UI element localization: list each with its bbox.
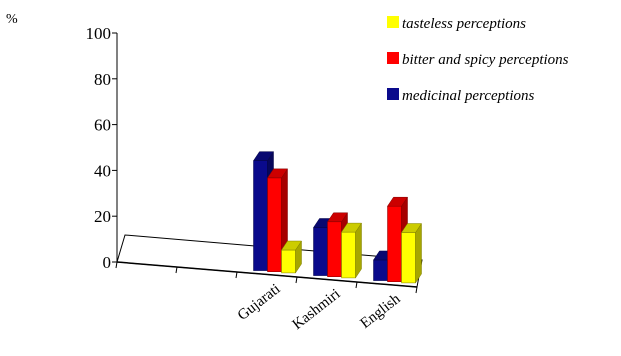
bar-english-tasteless: [401, 222, 422, 284]
y-tick-labels: 0 20 40 60 80 100: [86, 24, 112, 272]
x-category-label: English: [357, 291, 403, 332]
x-tick-mark: [355, 281, 358, 289]
bar-front: [327, 221, 342, 277]
bar-front: [341, 231, 356, 279]
x-tick-mark: [115, 261, 118, 269]
y-tick-label: 0: [103, 253, 112, 272]
bar-side: [355, 222, 362, 279]
bar-gujarati-bitter: [267, 168, 288, 273]
bar-top: [401, 223, 422, 233]
y-tick-label: 80: [94, 70, 111, 89]
y-tick-label: 40: [94, 161, 111, 180]
legend: tasteless perceptions bitter and spicy pe…: [387, 16, 569, 104]
legend-swatch: [387, 16, 399, 28]
bar-front: [401, 232, 416, 284]
legend-item: medicinal perceptions: [387, 88, 534, 104]
bar-front: [387, 205, 402, 282]
y-axis-unit-label: %: [6, 12, 18, 27]
bar-side: [415, 222, 422, 284]
bar-kashmiri-tasteless: [341, 222, 362, 279]
legend-label: tasteless perceptions: [402, 16, 526, 32]
legend-swatch: [387, 88, 399, 100]
bar-top: [327, 212, 348, 223]
bar-top: [281, 240, 302, 251]
bar-front: [281, 249, 296, 274]
bar-top: [267, 168, 288, 179]
y-tick-label: 20: [94, 207, 111, 226]
bar-front: [313, 227, 328, 276]
bar-top: [341, 222, 362, 233]
x-category-label: Kashmiri: [290, 286, 344, 333]
legend-label: bitter and spicy perceptions: [402, 52, 569, 68]
x-axis-line: [116, 261, 418, 288]
x-category-labels: Gujarati Kashmiri English: [235, 281, 404, 333]
x-category-label: Gujarati: [235, 281, 284, 324]
bar-front: [267, 177, 282, 272]
bar-front: [253, 160, 268, 271]
x-tick-mark: [235, 271, 238, 279]
legend-item: tasteless perceptions: [387, 16, 526, 32]
legend-swatch: [387, 52, 399, 64]
x-tick-mark: [415, 286, 418, 294]
x-tick-mark: [295, 276, 298, 284]
y-tick-label: 60: [94, 116, 111, 135]
bars: [253, 150, 422, 284]
bar-gujarati-tasteless: [281, 240, 302, 274]
legend-item: bitter and spicy perceptions: [387, 52, 569, 68]
x-tick-mark: [175, 266, 178, 274]
bar-top: [387, 196, 408, 207]
chart-axes: [112, 32, 423, 294]
y-tick-label: 100: [86, 24, 112, 43]
bar-top: [253, 151, 274, 161]
legend-label: medicinal perceptions: [402, 88, 534, 104]
bar-front: [373, 259, 388, 281]
